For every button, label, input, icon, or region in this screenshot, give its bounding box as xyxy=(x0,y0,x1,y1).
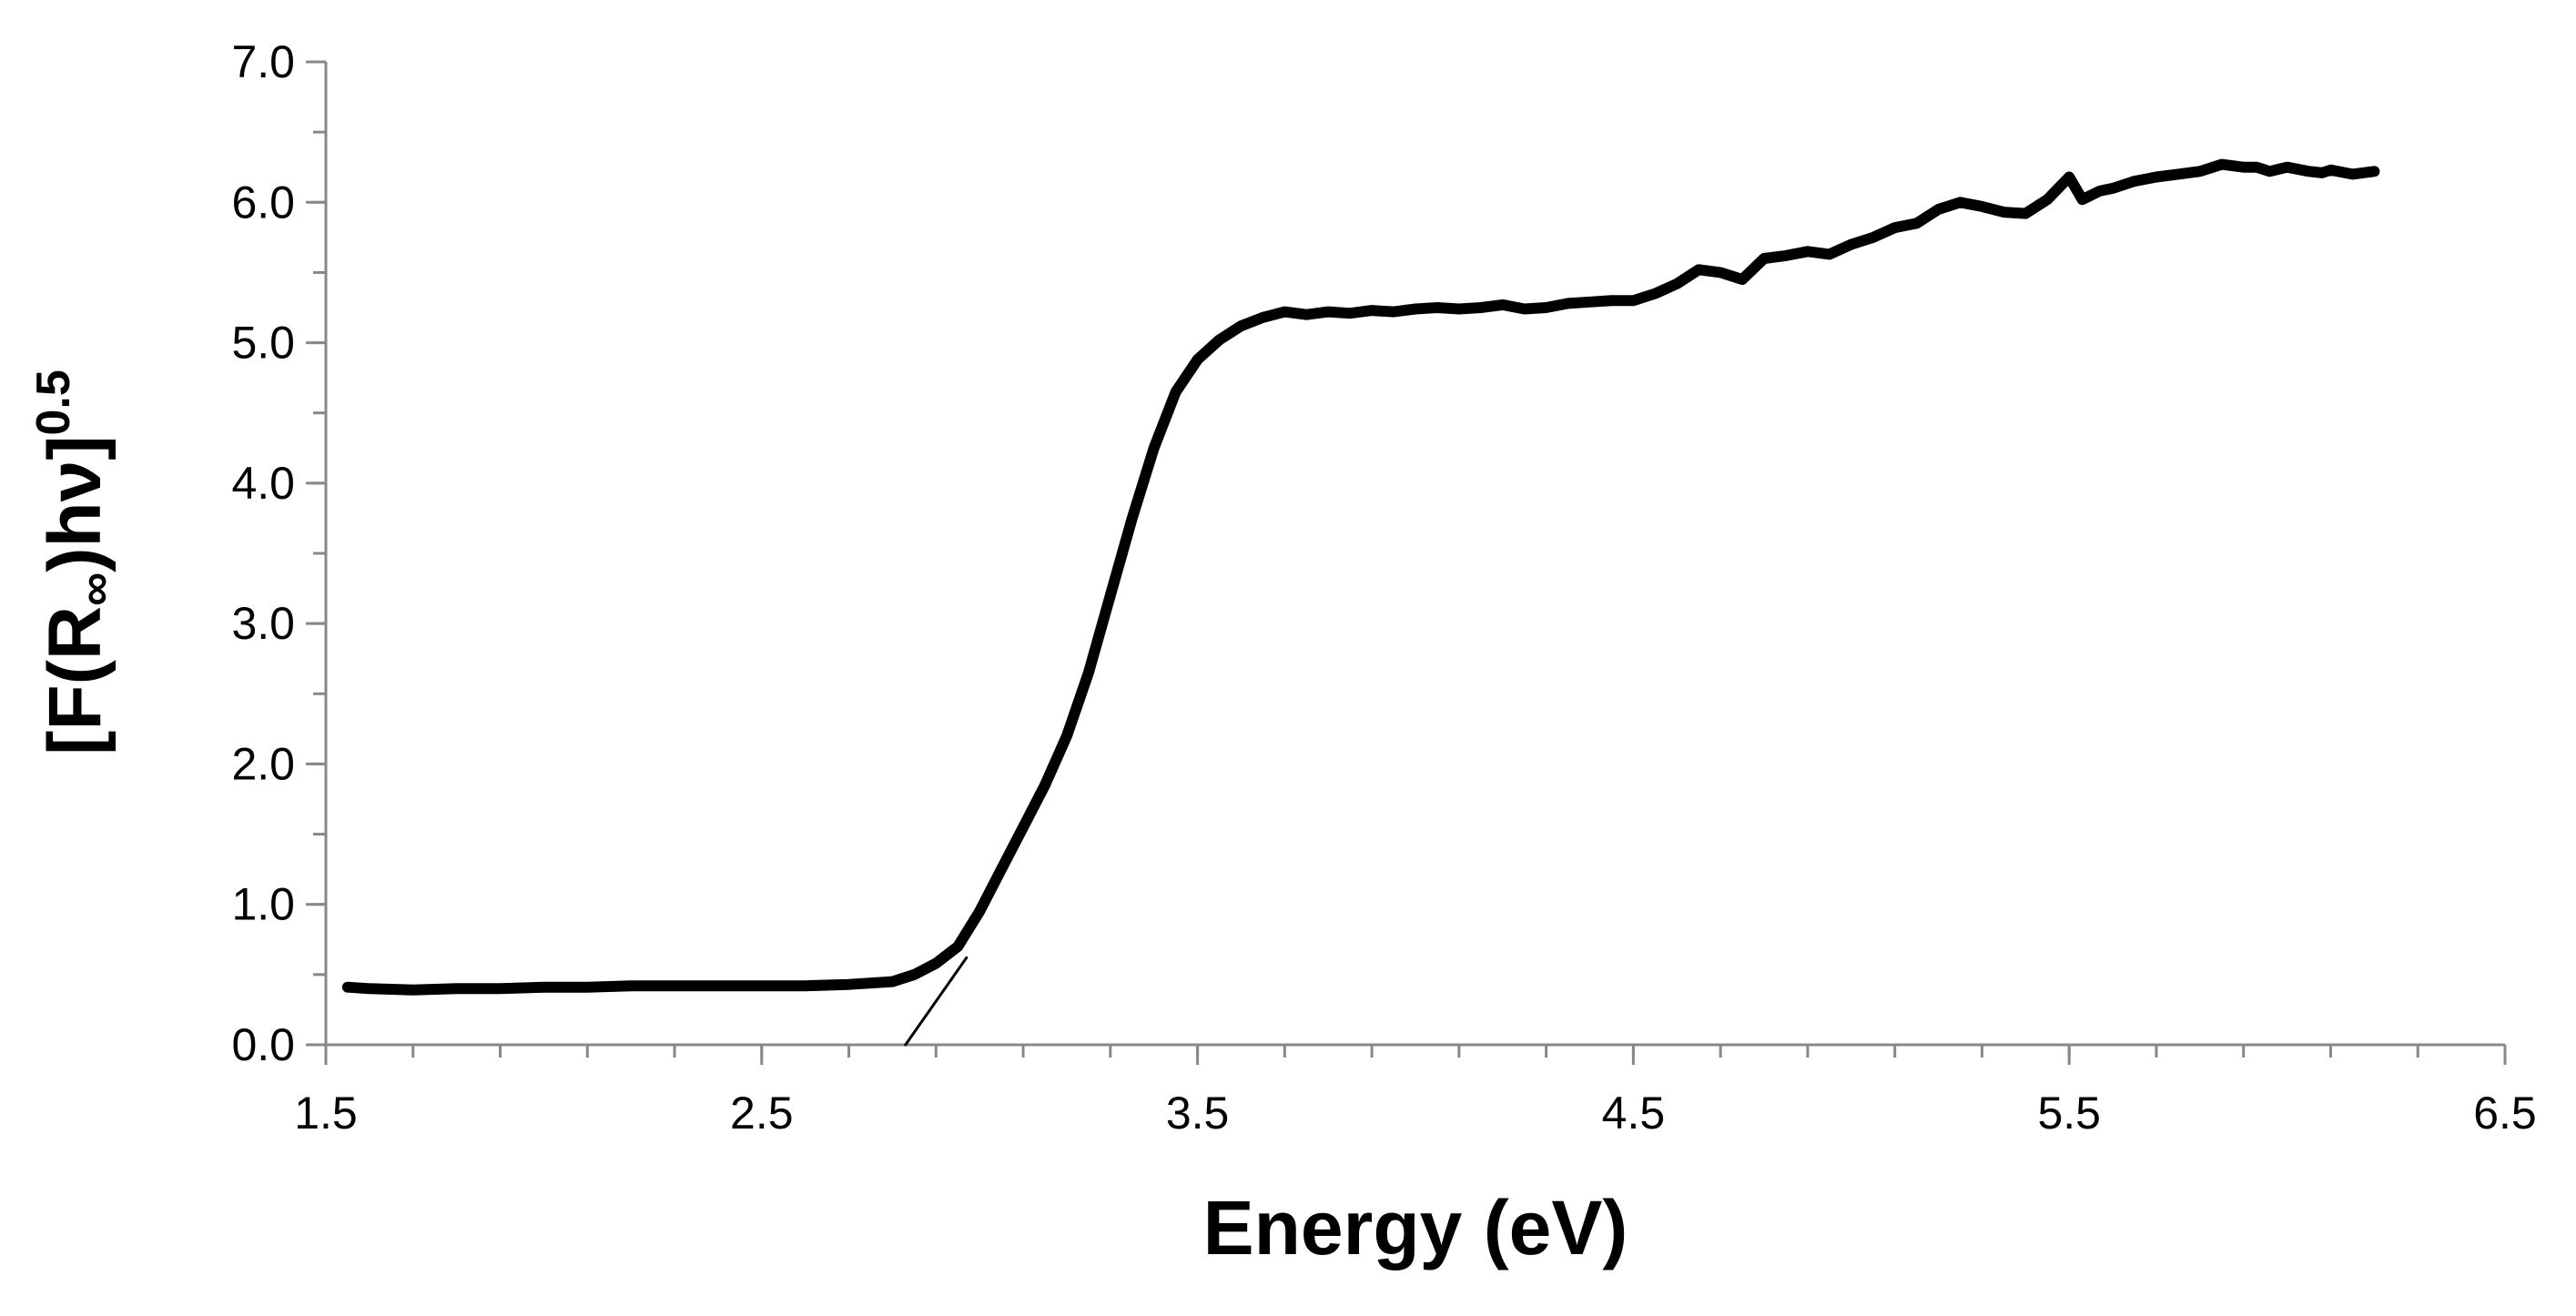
x-tick-label: 5.5 xyxy=(2037,1088,2101,1139)
x-tick-labels: 1.5 2.5 3.5 4.5 5.5 6.5 xyxy=(294,1088,2537,1139)
y-tick-label: 6.0 xyxy=(231,177,295,228)
y-tick-labels: 0.0 1.0 2.0 3.0 4.0 5.0 6.0 7.0 xyxy=(231,36,295,1070)
y-title-nu: ν xyxy=(34,461,117,502)
y-tick-label: 0.0 xyxy=(231,1019,295,1070)
y-tick-label: 1.0 xyxy=(231,879,295,930)
y-title-base: [F(R xyxy=(34,606,117,755)
y-tick-label: 7.0 xyxy=(231,36,295,87)
spectrum-line xyxy=(341,158,2380,996)
y-axis-title: [F(R∞)hν]0.5 xyxy=(27,369,122,755)
x-axis-title: Energy (eV) xyxy=(1203,1185,1628,1270)
x-tick-label: 6.5 xyxy=(2473,1088,2537,1139)
y-title-sub: ∞ xyxy=(69,572,122,606)
x-tick-label: 1.5 xyxy=(294,1088,358,1139)
y-tick-label: 4.0 xyxy=(231,458,295,509)
x-tick-label: 4.5 xyxy=(1602,1088,1666,1139)
x-tick-label: 3.5 xyxy=(1166,1088,1230,1139)
y-title-mid: )h xyxy=(34,501,117,572)
tangent-line xyxy=(904,956,969,1047)
y-title-sup: 0.5 xyxy=(27,369,80,435)
y-tick-label: 5.0 xyxy=(231,318,295,369)
major-ticks xyxy=(306,60,2507,1065)
y-tick-label: 2.0 xyxy=(231,738,295,789)
x-tick-label: 2.5 xyxy=(730,1088,794,1139)
y-tick-label: 3.0 xyxy=(231,598,295,649)
minor-ticks xyxy=(313,130,2419,1058)
y-title-close: ] xyxy=(34,435,117,460)
series-layer xyxy=(341,158,2380,1047)
